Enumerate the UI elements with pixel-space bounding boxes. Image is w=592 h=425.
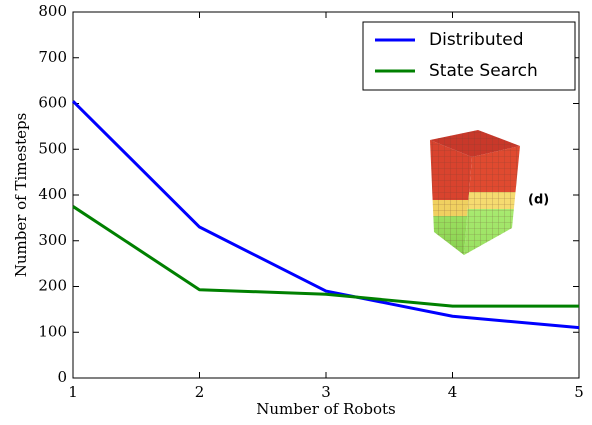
series-line: [72, 205, 579, 308]
y-tick-label: 300: [38, 231, 67, 249]
y-tick-label: 700: [38, 48, 67, 66]
x-tick-label: 4: [448, 383, 458, 401]
legend-label: Distributed: [429, 30, 524, 50]
x-tick-label: 3: [321, 383, 331, 401]
legend-box: [362, 21, 576, 91]
x-tick-label: 2: [195, 383, 205, 401]
y-tick-label: 800: [38, 2, 67, 20]
y-tick-label: 400: [38, 185, 67, 203]
y-tick-label: 600: [38, 94, 67, 112]
inset-image: [430, 130, 520, 255]
y-axis-label: Number of Timesteps: [12, 113, 30, 278]
y-tick-label: 0: [57, 368, 67, 386]
y-tick-label: 500: [38, 139, 67, 157]
x-axis-label: Number of Robots: [256, 400, 395, 418]
legend-label: State Search: [429, 61, 538, 81]
x-tick-label: 5: [574, 383, 584, 401]
series-line: [71, 100, 580, 330]
y-tick-label: 100: [38, 322, 67, 340]
y-tick-label: 200: [38, 277, 67, 295]
x-tick-label: 1: [68, 383, 78, 401]
annotation: (d): [528, 193, 549, 208]
